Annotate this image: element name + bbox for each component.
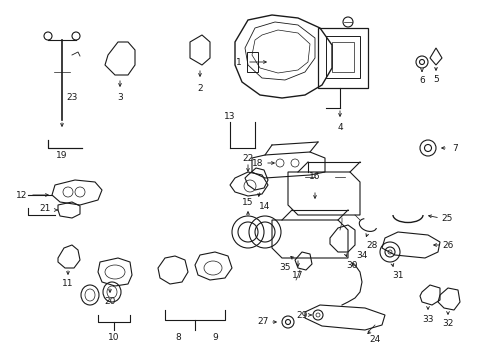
Text: 27: 27: [257, 318, 268, 327]
Text: 24: 24: [368, 336, 380, 345]
Text: 17: 17: [292, 271, 303, 280]
Text: 11: 11: [62, 279, 74, 288]
Text: 21: 21: [39, 203, 51, 212]
Text: 19: 19: [56, 150, 68, 159]
Text: 23: 23: [66, 93, 78, 102]
Text: 26: 26: [442, 240, 453, 249]
Text: 8: 8: [175, 333, 181, 342]
Text: 15: 15: [242, 198, 253, 207]
Text: 14: 14: [259, 202, 270, 211]
Text: 4: 4: [337, 122, 342, 131]
Text: 35: 35: [279, 264, 290, 273]
Text: 33: 33: [421, 315, 433, 324]
Text: 5: 5: [432, 75, 438, 84]
Text: 13: 13: [224, 112, 235, 121]
Text: 30: 30: [346, 261, 357, 270]
Text: 3: 3: [117, 93, 122, 102]
Text: 20: 20: [104, 297, 116, 306]
Text: 18: 18: [252, 158, 263, 167]
Text: 31: 31: [391, 270, 403, 279]
Text: 12: 12: [16, 190, 28, 199]
Text: 32: 32: [442, 320, 453, 328]
Text: 28: 28: [366, 240, 377, 249]
Text: 10: 10: [108, 333, 120, 342]
Text: 25: 25: [440, 213, 452, 222]
Text: 6: 6: [418, 76, 424, 85]
Text: 22: 22: [242, 153, 253, 162]
Text: 29: 29: [296, 310, 307, 320]
Text: 7: 7: [451, 144, 457, 153]
Text: 2: 2: [197, 84, 203, 93]
Text: 1: 1: [236, 58, 242, 67]
Text: 34: 34: [356, 252, 367, 261]
Text: 16: 16: [308, 171, 320, 180]
Text: 9: 9: [212, 333, 218, 342]
